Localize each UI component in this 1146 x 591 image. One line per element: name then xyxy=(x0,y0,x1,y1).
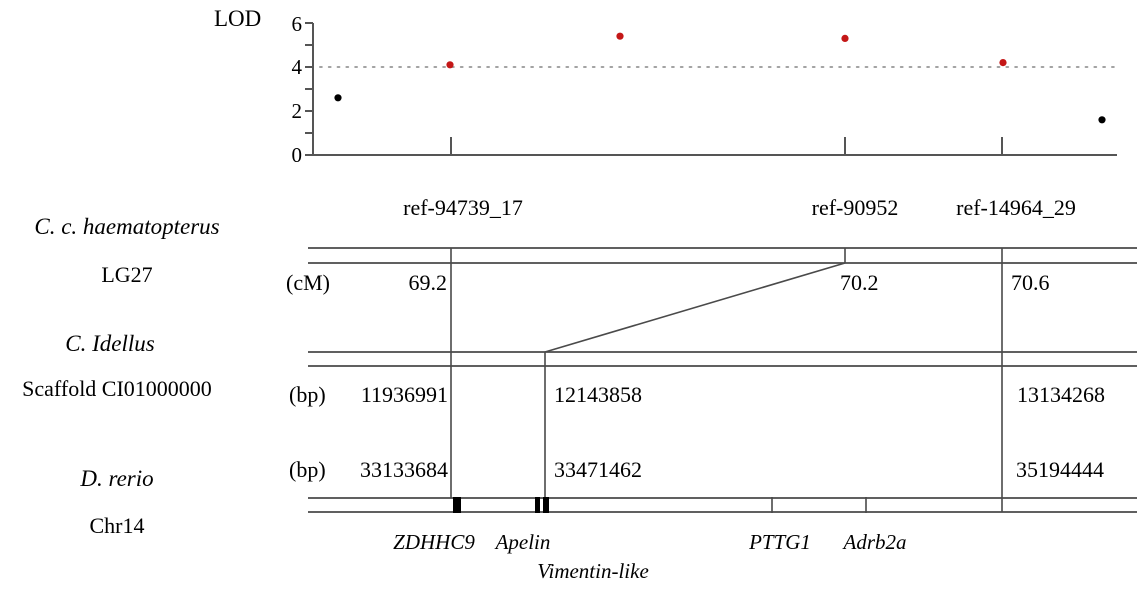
vimentin-gene-mark xyxy=(543,497,549,513)
gene-label-pttg1: PTTG1 xyxy=(749,530,811,554)
gene-label-apelin: Apelin xyxy=(495,530,551,554)
species1-name: C. c. haematopterus xyxy=(34,214,220,239)
lod-point xyxy=(334,94,342,102)
scaffold-bp-unit-label: (bp) xyxy=(289,382,326,407)
cm-value-1: 69.2 xyxy=(408,270,448,295)
scaffold-bp-value-2: 12143858 xyxy=(554,382,642,407)
lod-point xyxy=(841,34,849,43)
lod-ytick-label-4: 4 xyxy=(291,55,303,79)
connectors xyxy=(450,248,1003,512)
lod-axis-label: LOD xyxy=(214,6,262,31)
species3-chromosome: Chr14 xyxy=(89,513,145,538)
lod-point xyxy=(446,61,454,69)
lod-ytick-label-6: 6 xyxy=(291,12,303,36)
connector-marker2-diagonal xyxy=(544,262,846,353)
scaffold-bp-value-1: 11936991 xyxy=(360,382,448,407)
rerio-bp-value-2: 33471462 xyxy=(554,457,642,482)
cm-unit-label: (cM) xyxy=(286,270,330,295)
cm-value-3: 70.6 xyxy=(1011,270,1050,295)
rerio-bp-value-1: 33133684 xyxy=(360,457,448,482)
zdhhc9-gene-mark xyxy=(453,497,461,513)
gene-label-adrb2a: Adrb2a xyxy=(843,530,907,554)
scaffold-bp-value-3: 13134268 xyxy=(1017,382,1105,407)
marker-label-ref-14964_29: ref-14964_29 xyxy=(956,195,1076,220)
lod-point xyxy=(616,32,624,40)
species2-name: C. Idellus xyxy=(65,331,155,356)
lod-marker-ticks xyxy=(450,137,1003,155)
rerio-bp-value-3: 35194444 xyxy=(1016,457,1104,482)
lod-point xyxy=(1098,116,1106,124)
gene-marks xyxy=(453,497,867,513)
species2-scaffold: Scaffold CI01000000 xyxy=(22,376,212,401)
lod-ytick-label-0: 0 xyxy=(291,143,303,167)
species3-name: D. rerio xyxy=(80,466,154,491)
rerio-bp-unit-label: (bp) xyxy=(289,457,326,482)
lod-point xyxy=(999,59,1007,67)
gene-label-vimentin: Vimentin-like xyxy=(537,559,649,583)
cm-value-2: 70.2 xyxy=(840,270,879,295)
lod-scatter-points xyxy=(334,32,1106,124)
species1-chromosome: LG27 xyxy=(101,262,153,287)
tracks xyxy=(308,247,1137,513)
lod-ytick-label-2: 2 xyxy=(291,99,303,123)
lod-axes xyxy=(305,22,1117,156)
gene-label-zdhhc9: ZDHHC9 xyxy=(393,530,475,554)
marker-label-ref-90952: ref-90952 xyxy=(811,195,899,220)
apelin-gene-mark xyxy=(535,497,540,513)
marker-label-ref-94739_17: ref-94739_17 xyxy=(403,195,523,220)
